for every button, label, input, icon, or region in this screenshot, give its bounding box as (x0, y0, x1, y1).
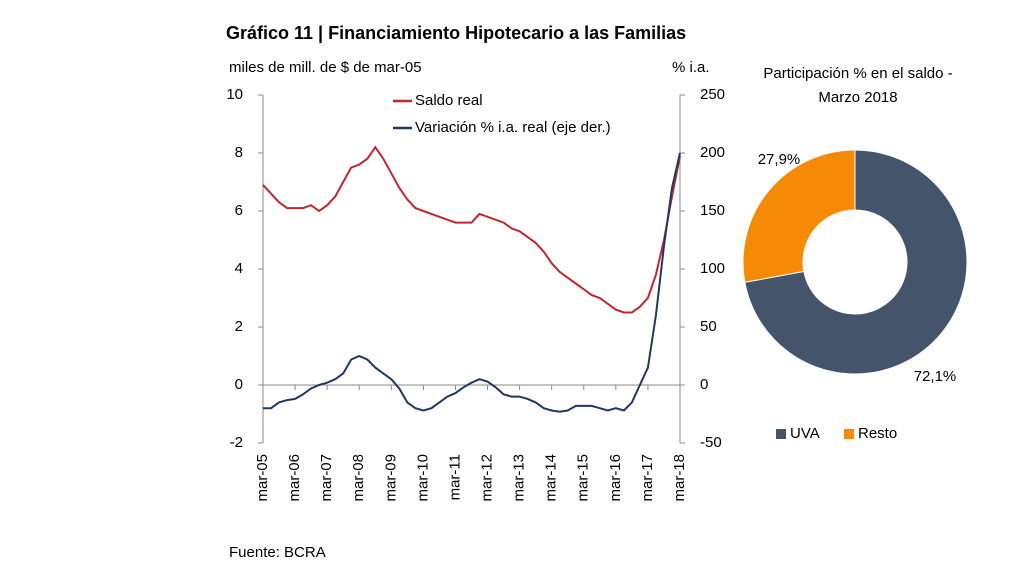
legend-label: UVA (790, 425, 820, 442)
x-tick-label: mar-12 (479, 454, 496, 502)
donut-slice (742, 149, 856, 283)
x-tick-label: mar-08 (350, 454, 367, 502)
y2-tick-label: 100 (700, 260, 725, 277)
legend-swatch (776, 429, 786, 439)
x-tick-label: mar-10 (414, 454, 431, 502)
x-tick-label: mar-16 (607, 454, 624, 502)
y-tick-label: 4 (235, 260, 243, 277)
x-tick-label: mar-05 (254, 454, 271, 502)
x-tick-label: mar-17 (639, 454, 656, 502)
x-tick-label: mar-09 (382, 454, 399, 502)
source: Fuente: BCRA (229, 544, 326, 561)
y2-tick-label: 150 (700, 202, 725, 219)
y-tick-label: -2 (230, 434, 243, 451)
y-tick-label: 0 (235, 376, 243, 393)
x-tick-label: mar-18 (671, 454, 688, 502)
donut-slice (744, 149, 968, 375)
y-tick-label: 8 (235, 144, 243, 161)
x-tick-label: mar-14 (543, 454, 560, 502)
y2-tick-label: 200 (700, 144, 725, 161)
title: Gráfico 11 | Financiamiento Hipotecario … (226, 23, 686, 43)
legend-label: Saldo real (415, 92, 483, 109)
legend-swatch (844, 429, 854, 439)
x-tick-label: mar-15 (575, 454, 592, 502)
y2-tick-label: 250 (700, 86, 725, 103)
y2-tick-label: -50 (700, 434, 722, 451)
y-tick-label: 10 (226, 86, 243, 103)
y-axis-label: miles de mill. de $ de mar-05 (229, 59, 422, 76)
x-tick-label: mar-11 (446, 454, 463, 500)
series-line (262, 145, 681, 314)
legend-label: Resto (858, 425, 897, 442)
y2-tick-label: 50 (700, 318, 717, 335)
pie-title: Participación % en el saldo - Marzo 2018 (763, 65, 953, 106)
x-tick-label: mar-06 (286, 454, 303, 502)
y2-axis-label: % i.a. (672, 59, 710, 76)
y-tick-label: 2 (235, 318, 243, 335)
y-tick-label: 6 (235, 202, 243, 219)
x-tick-label: mar-07 (318, 454, 335, 502)
data-label: 72,1% (914, 368, 957, 385)
series-line (263, 152, 681, 413)
y2-tick-label: 0 (700, 376, 708, 393)
data-label: 27,9% (758, 151, 801, 168)
legend-label: Variación % i.a. real (eje der.) (415, 119, 611, 136)
x-tick-label: mar-13 (511, 454, 528, 502)
